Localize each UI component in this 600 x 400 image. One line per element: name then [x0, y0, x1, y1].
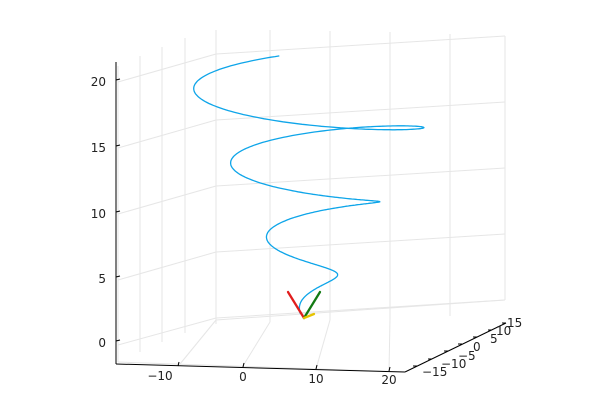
y-tick-label: −10 — [441, 357, 466, 371]
z-tick-mark — [115, 339, 121, 342]
red-vector — [286, 290, 306, 320]
x-tick-label: 20 — [381, 373, 396, 387]
x-tick-mark — [315, 364, 318, 370]
y-tick-label: 15 — [507, 316, 522, 330]
y-tick-label: 10 — [496, 324, 511, 338]
x-tick-label: 0 — [239, 370, 247, 384]
y-tick-label: 0 — [473, 340, 481, 354]
z-tick-label: 15 — [91, 141, 106, 155]
grid-line — [215, 233, 506, 253]
grid-line — [242, 321, 271, 367]
z-tick-mark — [115, 275, 121, 278]
grid-line — [179, 319, 217, 365]
z-tick-label: 0 — [98, 336, 106, 350]
z-tick-mark — [115, 210, 121, 213]
axes-layer — [115, 62, 507, 373]
grid-line — [117, 251, 217, 281]
grid-line — [215, 101, 506, 121]
x-tick-mark — [177, 361, 180, 367]
y-axis-line — [404, 322, 507, 373]
grid-line — [117, 317, 217, 346]
z-tick-label: 20 — [91, 75, 106, 89]
grid-layer — [117, 30, 506, 373]
z-tick-label: 10 — [91, 207, 106, 221]
grid-line — [117, 119, 217, 149]
series-layer — [193, 55, 425, 315]
grid-line — [388, 317, 391, 373]
z-tick-mark — [115, 78, 121, 81]
x-tick-mark — [388, 366, 391, 372]
y-tick-label: −15 — [422, 365, 447, 379]
x-axis-line — [115, 363, 406, 373]
z-tick-label: 5 — [98, 272, 106, 286]
x-tick-label: 10 — [308, 372, 323, 386]
grid-line — [315, 319, 331, 370]
grid-line — [215, 299, 506, 321]
grid-line — [215, 167, 506, 187]
z-tick-mark — [115, 144, 121, 147]
y-tick-label: −5 — [458, 349, 476, 363]
y-tick-label: 5 — [490, 332, 498, 346]
grid-line — [215, 35, 506, 55]
yellow-vector — [302, 312, 316, 320]
helix-series-line — [193, 55, 425, 315]
tick-labels: 0 5 10 15 20 −10 0 10 20 −15 −10 −5 0 5 … — [91, 75, 523, 387]
grid-line — [117, 53, 217, 83]
x-tick-label: −10 — [147, 369, 172, 383]
x-tick-mark — [242, 362, 245, 368]
grid-line — [117, 185, 217, 215]
green-vector — [302, 290, 322, 320]
vector-layer — [286, 290, 322, 320]
